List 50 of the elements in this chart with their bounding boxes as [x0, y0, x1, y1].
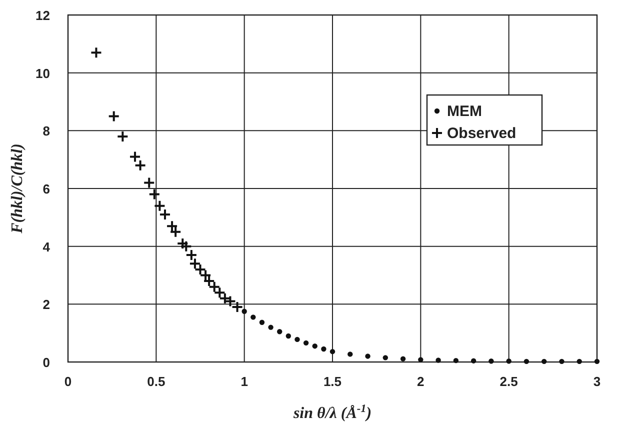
- point: [506, 358, 512, 364]
- legend-label: Observed: [447, 125, 516, 142]
- point: [594, 358, 600, 364]
- point: [524, 358, 530, 364]
- x-tick-label: 2: [417, 374, 424, 389]
- point: [259, 320, 265, 325]
- y-tick-label: 6: [42, 182, 50, 196]
- point: [90, 46, 102, 59]
- point: [418, 357, 424, 362]
- point: [488, 358, 494, 364]
- point: [559, 358, 564, 364]
- point: [303, 340, 309, 346]
- x-axis-title: sin θ/λ (Å$^{-1}$): [292, 403, 372, 422]
- y-tick-label: 0: [42, 355, 50, 370]
- legend-label: MEM: [447, 103, 482, 120]
- point: [250, 314, 256, 320]
- x-tick-label: 0: [64, 374, 72, 389]
- point: [108, 110, 120, 122]
- point: [576, 358, 582, 364]
- x-tick-label: 2.5: [500, 374, 518, 389]
- x-tick-label: 0.5: [147, 374, 166, 389]
- x-tick-label: 1.5: [323, 374, 342, 389]
- point: [453, 358, 459, 364]
- y-axis-title: F(hkl)/C(hkl): [9, 144, 26, 234]
- point: [312, 343, 318, 349]
- point: [286, 333, 292, 339]
- point: [436, 358, 441, 363]
- point: [330, 348, 336, 354]
- x-tick-label: 1: [240, 374, 248, 389]
- point: [277, 329, 282, 334]
- y-tick-label: 12: [36, 8, 50, 23]
- point: [143, 176, 156, 189]
- point: [242, 308, 247, 314]
- x-tick-label: 3: [593, 374, 601, 389]
- point: [268, 324, 274, 330]
- point: [294, 336, 300, 342]
- point: [542, 358, 547, 364]
- point: [176, 237, 189, 250]
- point: [148, 188, 160, 200]
- y-tick-label: 8: [42, 124, 50, 139]
- y-tick-label: 4: [42, 239, 51, 254]
- point: [382, 355, 388, 360]
- point: [116, 130, 129, 142]
- point: [365, 354, 370, 359]
- point: [321, 346, 326, 352]
- y-tick-label: 10: [36, 66, 50, 81]
- point: [400, 356, 406, 362]
- point: [470, 358, 476, 364]
- y-tick-label: 2: [42, 297, 50, 312]
- point: [348, 352, 353, 357]
